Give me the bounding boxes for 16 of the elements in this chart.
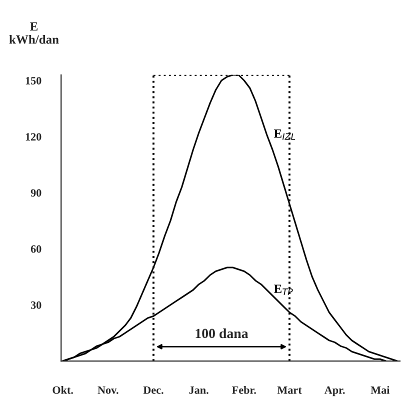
y-tick-label: 150 — [26, 76, 42, 84]
x-tick-label: Mart — [277, 386, 302, 394]
series-label: E$_{TP}$ — [274, 284, 293, 295]
y-tick-label: 120 — [26, 133, 42, 141]
x-tick-label: Dec. — [143, 386, 164, 394]
y-tick-label: 90 — [30, 189, 42, 197]
annotation: 100 dana — [196, 328, 248, 338]
y-tick-label: 60 — [30, 245, 42, 253]
x-tick-label: Mai — [370, 386, 390, 394]
x-tick-label: Jan. — [189, 386, 208, 394]
y-tick-label: 30 — [30, 301, 42, 309]
x-tick-label: Apr. — [324, 386, 345, 396]
y-axis-title: E kWh/dan — [9, 22, 59, 44]
x-tick-label: Febr. — [232, 386, 256, 394]
x-tick-label: Okt. — [52, 386, 73, 394]
x-tick-label: Nov. — [98, 386, 118, 394]
